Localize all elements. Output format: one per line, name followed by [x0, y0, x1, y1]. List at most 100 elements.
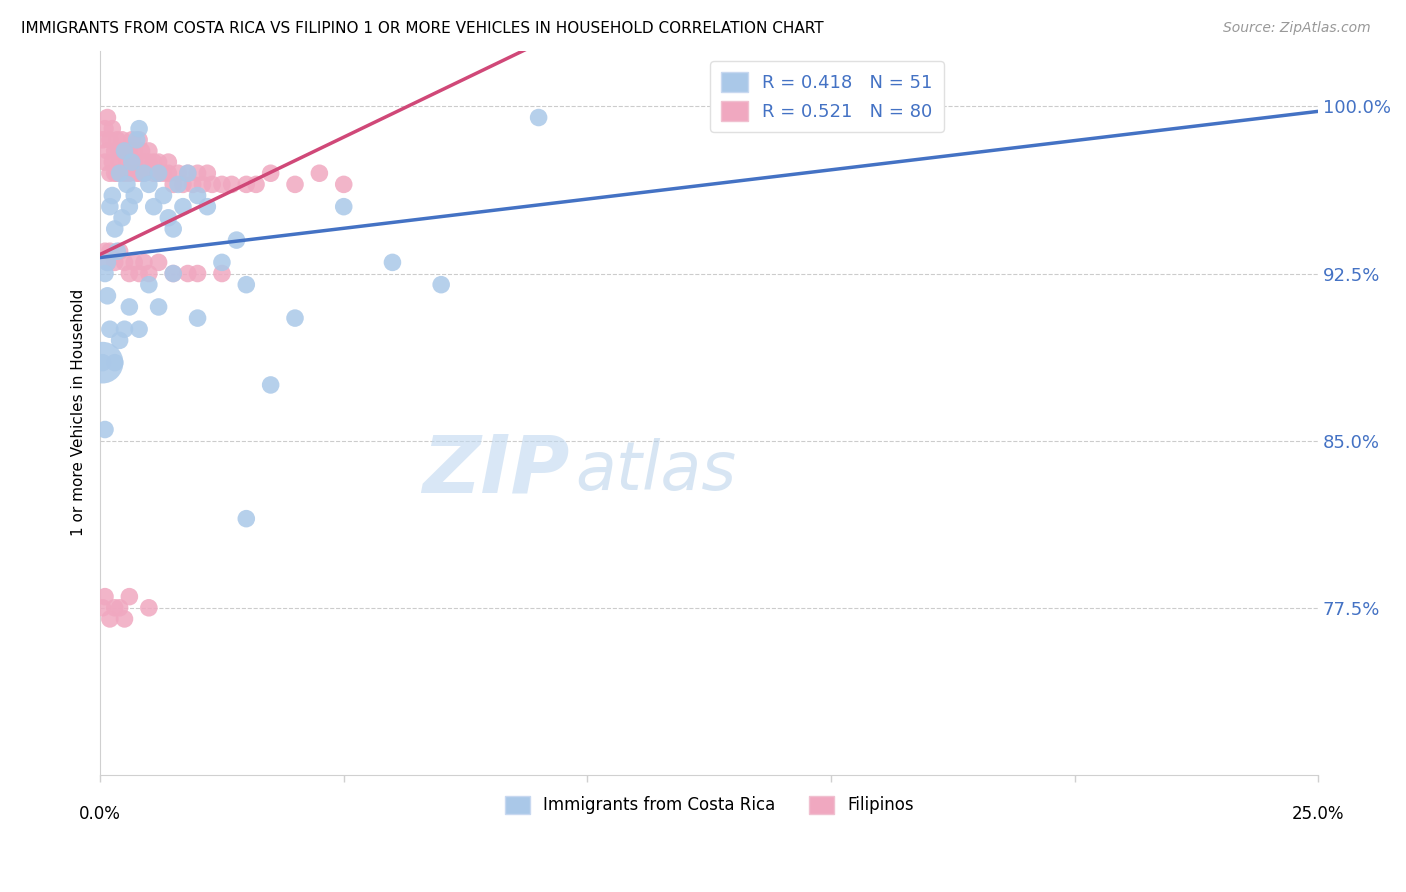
Point [118, 590, 141, 604]
Point [132, 255, 155, 269]
Point [91, 600, 114, 615]
Point [225, 233, 247, 247]
Point [128, 267, 150, 281]
Point [235, 277, 257, 292]
Point [111, 133, 134, 147]
Point [114, 255, 136, 269]
Point [114, 166, 136, 180]
Point [94, 155, 117, 169]
Point [162, 178, 184, 192]
Point [128, 133, 150, 147]
Point [221, 178, 243, 192]
Point [195, 166, 218, 180]
Point [105, 133, 128, 147]
Point [172, 200, 194, 214]
Point [235, 511, 257, 525]
Text: IMMIGRANTS FROM COSTA RICA VS FILIPINO 1 OR MORE VEHICLES IN HOUSEHOLD CORRELATI: IMMIGRANTS FROM COSTA RICA VS FILIPINO 1… [21, 21, 824, 36]
Point [108, 144, 131, 158]
Point [104, 356, 127, 370]
Point [138, 178, 160, 192]
Point [91, 133, 114, 147]
Point [201, 178, 224, 192]
Point [132, 166, 155, 180]
Point [142, 200, 165, 214]
Point [177, 166, 200, 180]
Point [94, 121, 117, 136]
Point [138, 155, 160, 169]
Point [162, 267, 184, 281]
Point [152, 166, 174, 180]
Point [104, 600, 127, 615]
Text: atlas: atlas [575, 438, 737, 504]
Point [94, 590, 117, 604]
Point [108, 244, 131, 259]
Point [108, 334, 131, 348]
Point [108, 600, 131, 615]
Point [157, 155, 180, 169]
Point [122, 155, 145, 169]
Point [211, 255, 233, 269]
Point [187, 311, 209, 326]
Point [101, 121, 124, 136]
Point [381, 255, 404, 269]
Point [167, 166, 190, 180]
Point [101, 188, 124, 202]
Point [157, 211, 180, 225]
Point [152, 188, 174, 202]
Point [148, 300, 170, 314]
Point [96, 289, 118, 303]
Point [121, 155, 143, 169]
Point [332, 178, 354, 192]
Point [187, 166, 209, 180]
Point [96, 255, 118, 269]
Point [94, 244, 117, 259]
Point [114, 612, 136, 626]
Point [187, 188, 209, 202]
Point [162, 222, 184, 236]
Point [98, 244, 121, 259]
Point [118, 300, 141, 314]
Point [770, 111, 793, 125]
Point [98, 322, 121, 336]
Text: 25.0%: 25.0% [1292, 805, 1344, 823]
Point [114, 144, 136, 158]
Point [138, 277, 160, 292]
Point [235, 178, 257, 192]
Text: ZIP: ZIP [422, 432, 569, 509]
Point [172, 178, 194, 192]
Point [138, 144, 160, 158]
Point [195, 200, 218, 214]
Point [96, 144, 118, 158]
Point [245, 178, 267, 192]
Point [114, 322, 136, 336]
Point [94, 267, 117, 281]
Point [142, 155, 165, 169]
Point [308, 166, 330, 180]
Point [122, 188, 145, 202]
Point [105, 244, 128, 259]
Point [162, 267, 184, 281]
Point [111, 211, 134, 225]
Point [128, 121, 150, 136]
Point [101, 155, 124, 169]
Point [104, 222, 127, 236]
Point [284, 178, 307, 192]
Point [96, 255, 118, 269]
Point [142, 166, 165, 180]
Point [148, 166, 170, 180]
Point [527, 111, 550, 125]
Point [148, 255, 170, 269]
Point [259, 166, 281, 180]
Point [157, 166, 180, 180]
Point [105, 166, 128, 180]
Point [284, 311, 307, 326]
Point [121, 133, 143, 147]
Point [128, 166, 150, 180]
Point [191, 178, 214, 192]
Point [167, 178, 190, 192]
Point [148, 166, 170, 180]
Point [104, 144, 127, 158]
Point [114, 144, 136, 158]
Point [125, 133, 148, 147]
Point [115, 155, 138, 169]
